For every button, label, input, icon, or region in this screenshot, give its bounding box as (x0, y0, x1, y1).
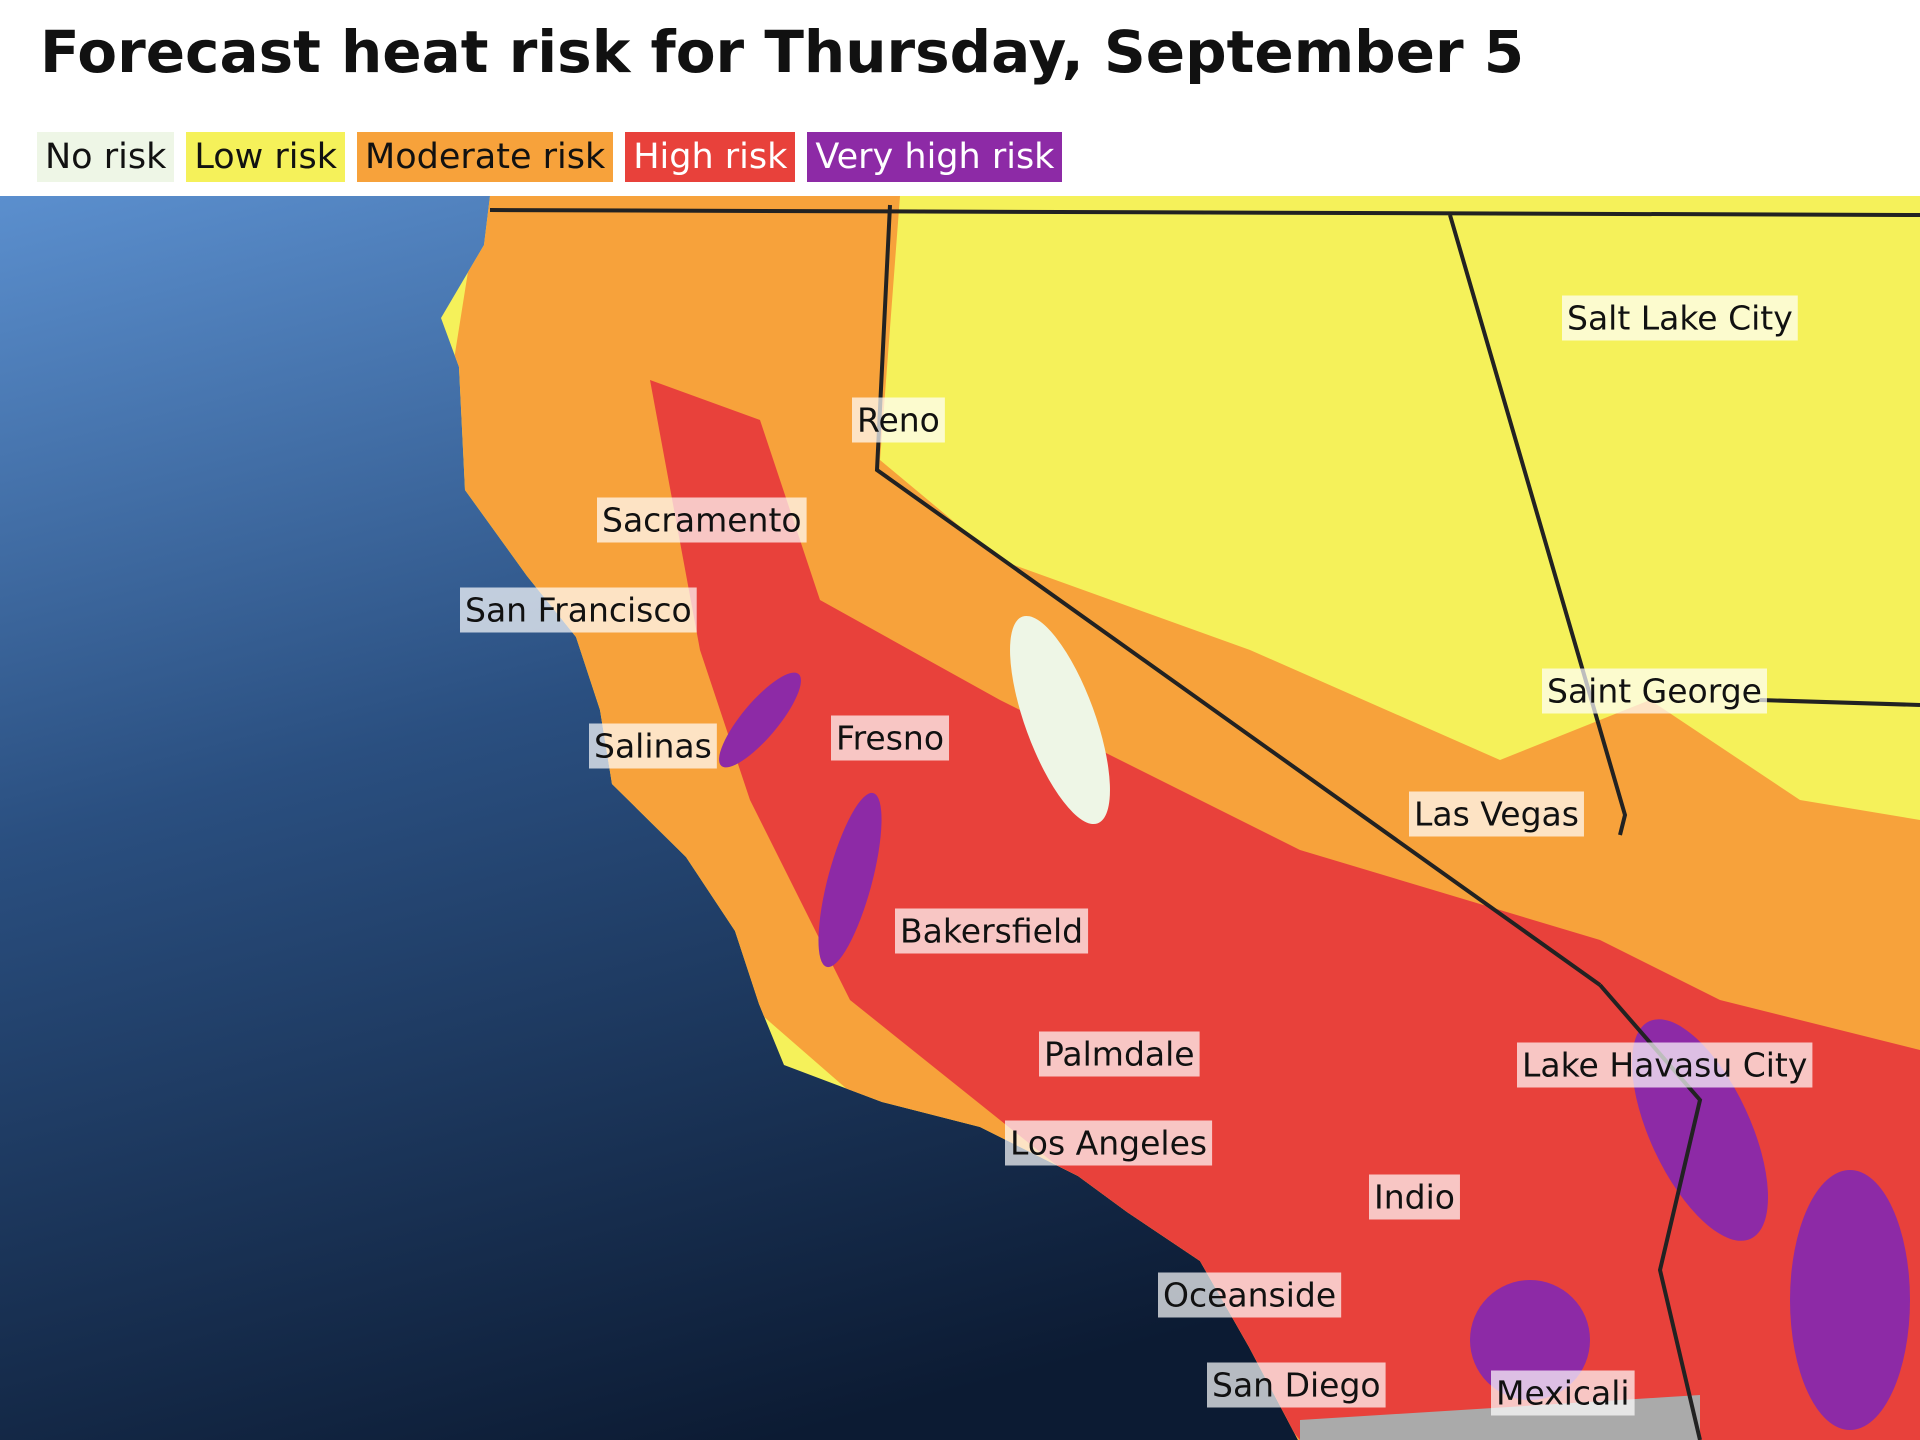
city-label: Las Vegas (1414, 795, 1579, 834)
city-label: Saint George (1547, 672, 1762, 711)
city-label: Reno (857, 401, 940, 440)
city-label: Los Angeles (1010, 1124, 1207, 1163)
city-label: Salinas (594, 727, 712, 766)
label-bg (831, 715, 950, 761)
label-bg (1491, 1370, 1635, 1416)
city-label: Fresno (836, 719, 944, 758)
city-label: Sacramento (602, 501, 802, 540)
title: Forecast heat risk for Thursday, Septemb… (40, 18, 1525, 86)
legend: No risk Low risk Moderate risk High risk Ver… (37, 132, 1063, 182)
label-bg (895, 908, 1089, 954)
city-labels: Salt Lake City Reno Sacramento San Francisc… (460, 295, 1813, 1416)
label-bg (1207, 1362, 1386, 1408)
label-bg (852, 397, 945, 443)
label-bg (1039, 1031, 1200, 1077)
label-bg (1409, 791, 1584, 837)
city-label: Palmdale (1044, 1035, 1195, 1074)
legend-item: No risk (37, 132, 175, 182)
city-label: Mexicali (1496, 1374, 1630, 1413)
city-label: Oceanside (1163, 1276, 1336, 1315)
city-label: Lake Havasu City (1522, 1046, 1807, 1085)
label-bg (1005, 1120, 1213, 1166)
legend-item: Very high risk (807, 132, 1063, 182)
legend-item: Low risk (186, 132, 346, 182)
label-bg (597, 497, 807, 543)
label-bg (1158, 1272, 1342, 1318)
city-label: Bakersfield (900, 912, 1083, 951)
label-bg (1542, 668, 1767, 714)
label-bg (589, 723, 717, 769)
label-bg (1369, 1174, 1460, 1220)
label-bg (460, 587, 697, 633)
label-bg (1517, 1042, 1813, 1088)
city-label: San Francisco (465, 591, 692, 630)
city-label: Indio (1374, 1178, 1455, 1217)
label-bg (1562, 295, 1798, 341)
city-label: San Diego (1212, 1366, 1381, 1405)
map: Salt Lake City Reno Sacramento San Francisc… (0, 196, 1920, 1440)
legend-item: Moderate risk (357, 132, 614, 182)
city-label: Salt Lake City (1567, 299, 1793, 338)
legend-item: High risk (625, 132, 796, 182)
